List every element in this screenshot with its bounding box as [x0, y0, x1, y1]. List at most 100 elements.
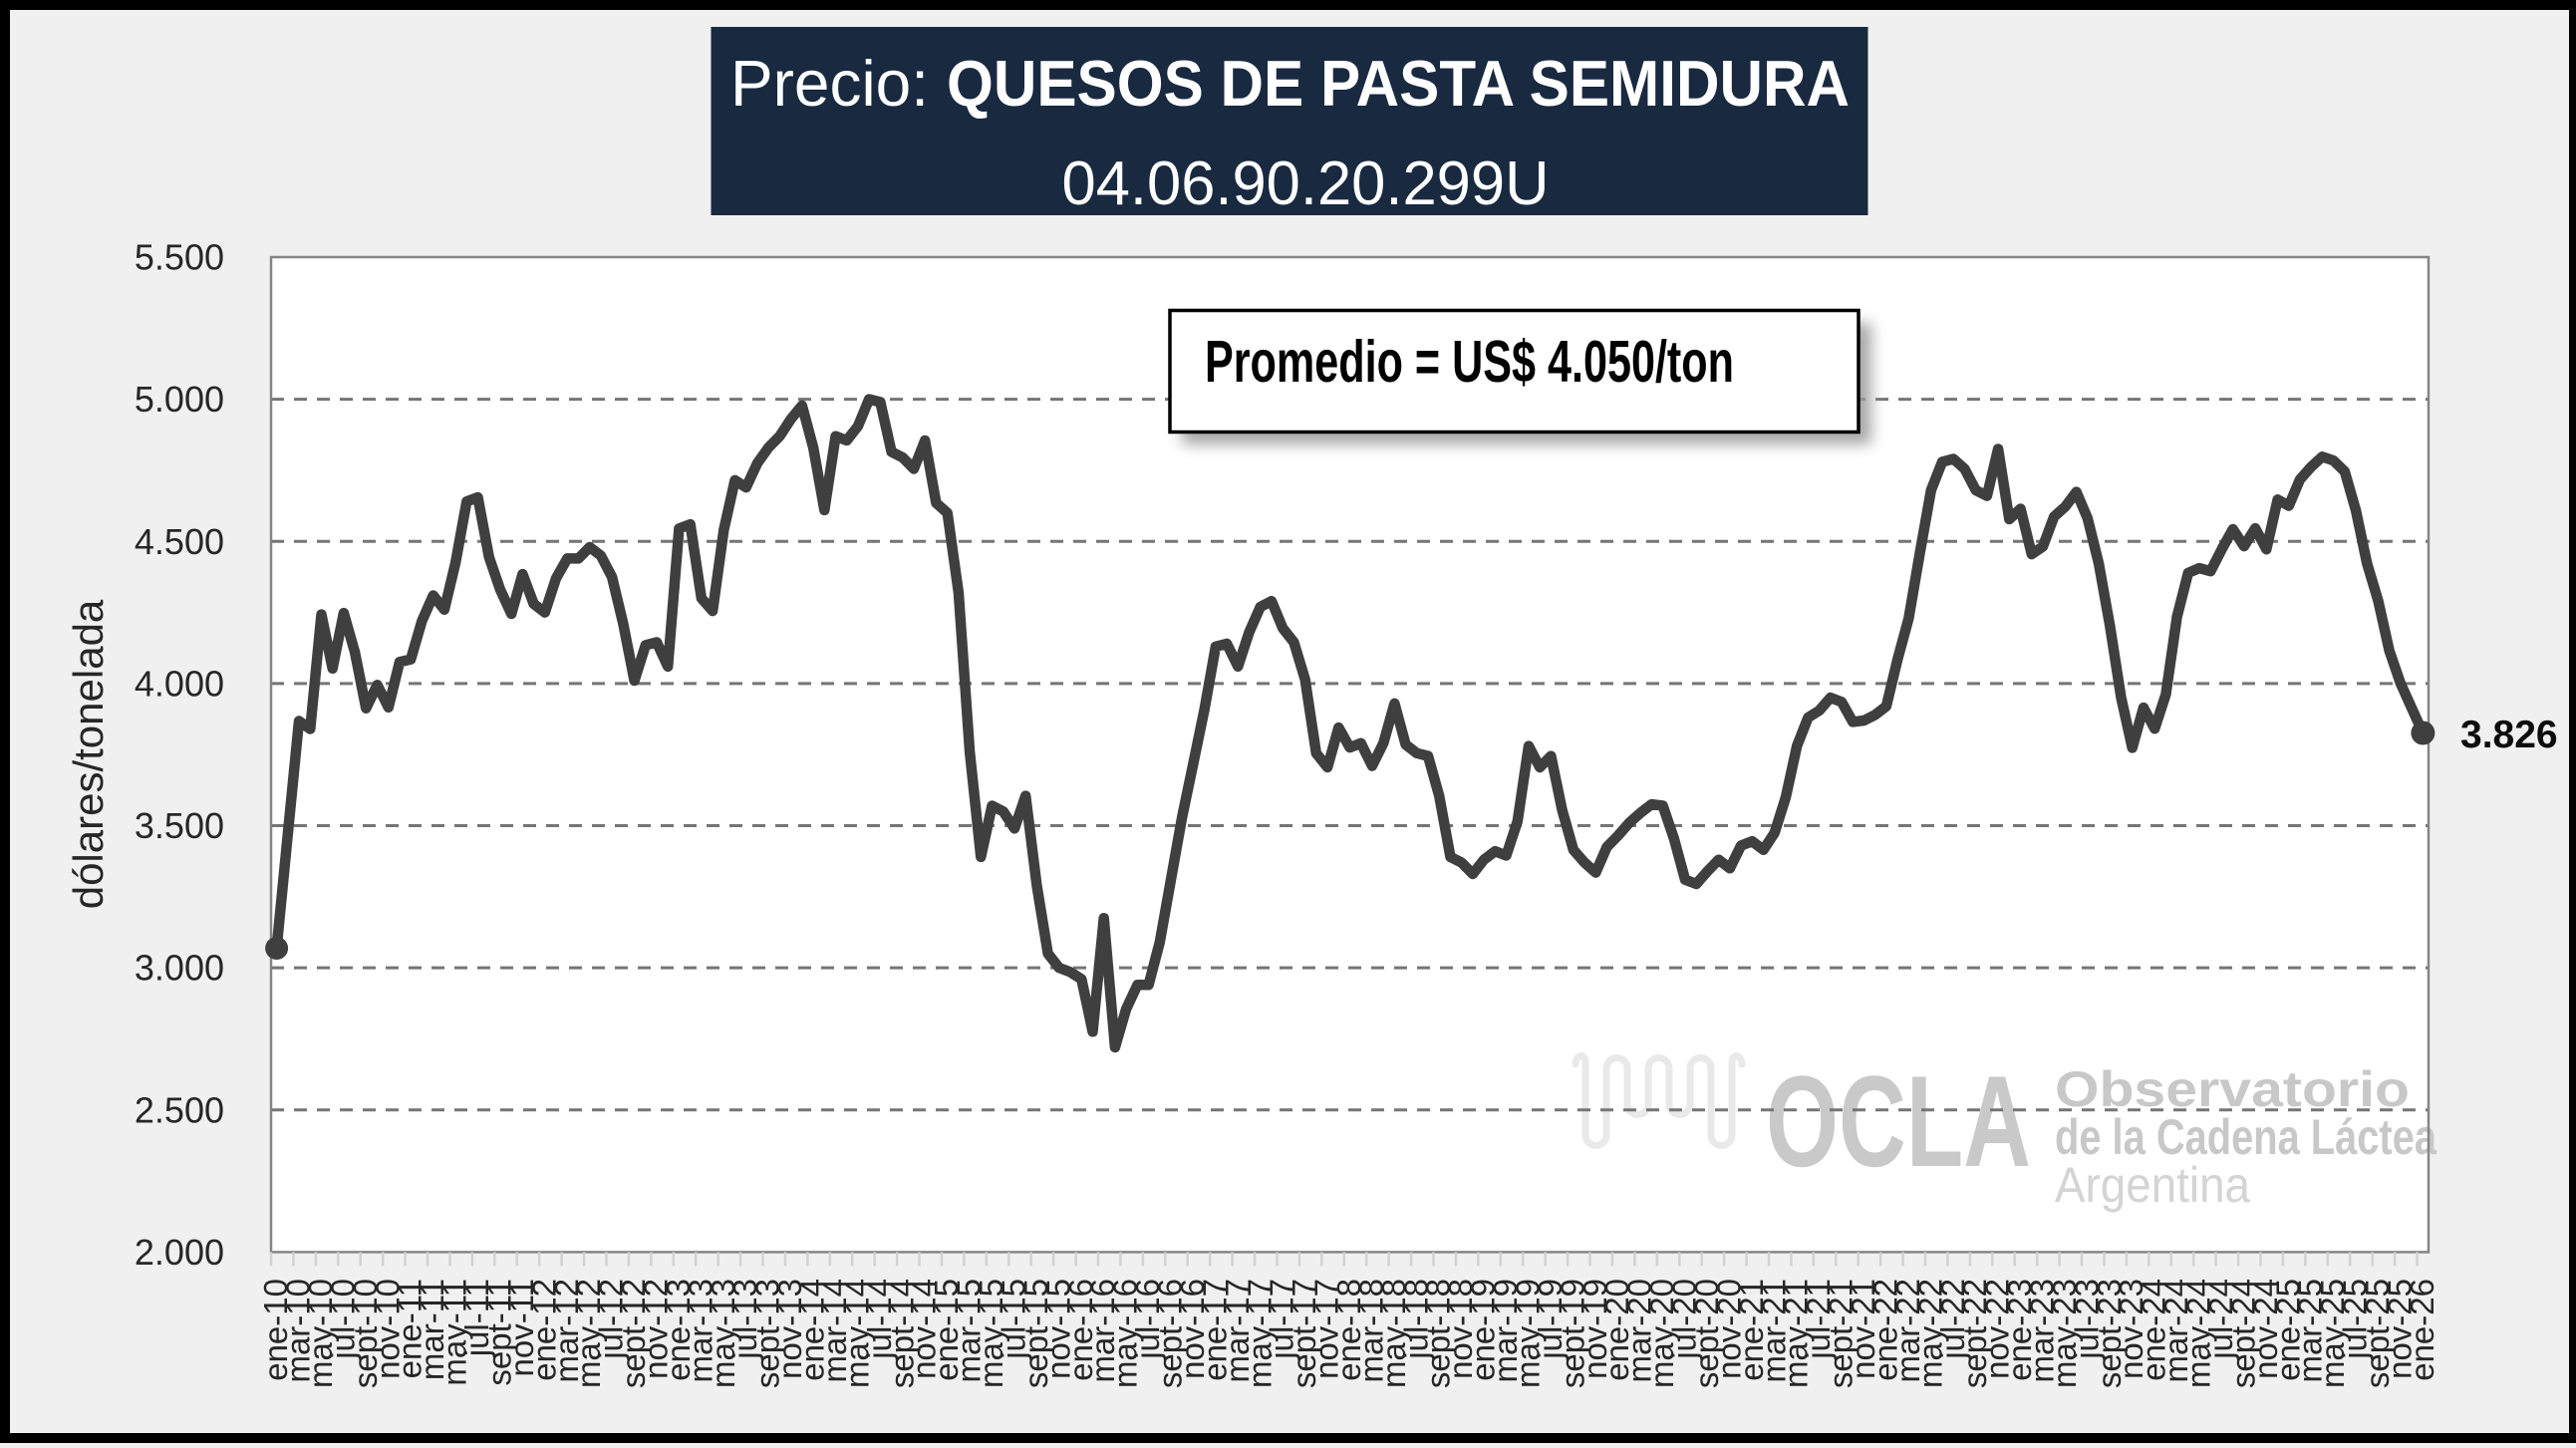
svg-text:OCLA: OCLA [1766, 1048, 2031, 1194]
svg-text:mar-25: mar-25 [2292, 1279, 2329, 1383]
svg-text:ene-14: ene-14 [794, 1279, 831, 1381]
svg-text:may-17: may-17 [1241, 1279, 1278, 1388]
svg-text:may-15: may-15 [973, 1279, 1009, 1388]
svg-text:nov-19: nov-19 [1576, 1279, 1613, 1379]
svg-text:nov-11: nov-11 [503, 1279, 540, 1376]
svg-text:mar-11: mar-11 [414, 1279, 450, 1380]
svg-text:jul-11: jul-11 [458, 1279, 495, 1357]
svg-text:may-12: may-12 [570, 1279, 607, 1388]
svg-text:ene-24: ene-24 [2136, 1279, 2172, 1381]
svg-text:mar-20: mar-20 [1621, 1279, 1658, 1383]
svg-text:jul-12: jul-12 [593, 1279, 630, 1360]
svg-text:mar-18: mar-18 [1352, 1279, 1389, 1383]
svg-text:dólares/tonelada: dólares/tonelada [65, 599, 112, 909]
svg-text:ene-23: ene-23 [2001, 1279, 2038, 1381]
svg-text:sept-18: sept-18 [1420, 1279, 1457, 1388]
svg-text:mar-23: mar-23 [2024, 1279, 2061, 1383]
svg-text:nov-21: nov-21 [1845, 1279, 1881, 1379]
svg-text:2.500: 2.500 [135, 1089, 224, 1130]
svg-text:jul-23: jul-23 [2068, 1279, 2105, 1360]
svg-text:nov-25: nov-25 [2382, 1279, 2419, 1379]
svg-text:nov-23: nov-23 [2113, 1279, 2149, 1379]
svg-text:de la Cadena Láctea: de la Cadena Láctea [2055, 1109, 2437, 1165]
svg-text:ene-19: ene-19 [1465, 1279, 1502, 1381]
svg-text:3.500: 3.500 [135, 805, 224, 846]
svg-text:mar-12: mar-12 [548, 1279, 585, 1383]
svg-text:sept-16: sept-16 [1152, 1279, 1189, 1388]
svg-text:jul-18: jul-18 [1397, 1279, 1434, 1360]
svg-text:ene-11: ene-11 [392, 1279, 429, 1378]
svg-text:jul-24: jul-24 [2202, 1279, 2239, 1360]
svg-text:ene-22: ene-22 [1866, 1279, 1903, 1381]
svg-text:jul-19: jul-19 [1532, 1279, 1569, 1360]
svg-text:sept-14: sept-14 [883, 1279, 920, 1388]
svg-text:mar-15: mar-15 [951, 1279, 988, 1383]
svg-text:sept-25: sept-25 [2359, 1279, 2396, 1388]
svg-text:mar-16: mar-16 [1084, 1279, 1121, 1383]
svg-text:nov-13: nov-13 [771, 1279, 808, 1379]
svg-text:may-13: may-13 [705, 1279, 741, 1388]
svg-text:nov-12: nov-12 [638, 1279, 675, 1379]
svg-text:4.500: 4.500 [135, 521, 224, 562]
svg-text:may-20: may-20 [1643, 1279, 1680, 1388]
svg-text:sept-24: sept-24 [2224, 1279, 2261, 1388]
svg-text:ene-10: ene-10 [257, 1279, 294, 1381]
svg-text:nov-16: nov-16 [1174, 1279, 1211, 1379]
svg-text:nov-22: nov-22 [1979, 1279, 2016, 1379]
svg-text:sept-13: sept-13 [749, 1279, 786, 1388]
svg-text:nov-18: nov-18 [1442, 1279, 1479, 1379]
svg-text:Precio:: Precio: [730, 47, 929, 120]
svg-text:mar-24: mar-24 [2157, 1279, 2194, 1383]
svg-text:QUESOS DE PASTA SEMIDURA: QUESOS DE PASTA SEMIDURA [947, 47, 1850, 120]
svg-text:may-14: may-14 [838, 1279, 875, 1388]
svg-text:ene-16: ene-16 [1062, 1279, 1099, 1381]
svg-text:mar-13: mar-13 [682, 1279, 718, 1383]
svg-text:sept-23: sept-23 [2091, 1279, 2128, 1388]
svg-text:nov-17: nov-17 [1308, 1279, 1345, 1379]
svg-text:mar-17: mar-17 [1219, 1279, 1256, 1383]
svg-text:3.000: 3.000 [135, 948, 224, 989]
svg-text:mar-10: mar-10 [280, 1279, 317, 1383]
svg-text:jul-10: jul-10 [324, 1279, 361, 1360]
svg-text:nov-20: nov-20 [1710, 1279, 1747, 1379]
svg-text:sept-10: sept-10 [347, 1279, 384, 1388]
svg-text:ene-26: ene-26 [2404, 1279, 2440, 1381]
svg-text:5.500: 5.500 [135, 237, 224, 278]
svg-text:sept-17: sept-17 [1286, 1279, 1322, 1388]
svg-text:2.000: 2.000 [135, 1232, 224, 1273]
svg-text:ene-18: ene-18 [1330, 1279, 1367, 1381]
svg-text:sept-15: sept-15 [1017, 1279, 1054, 1388]
svg-text:may-22: may-22 [1911, 1279, 1948, 1388]
svg-text:Observatorio: Observatorio [2055, 1061, 2410, 1117]
svg-text:mar-22: mar-22 [1889, 1279, 1926, 1383]
svg-text:ene-25: ene-25 [2269, 1279, 2306, 1381]
svg-text:5.000: 5.000 [135, 379, 224, 420]
svg-text:sept-22: sept-22 [1956, 1279, 1993, 1388]
svg-text:04.06.90.20.299U: 04.06.90.20.299U [1062, 149, 1550, 218]
svg-text:3.826: 3.826 [2460, 714, 2558, 756]
svg-text:ene-17: ene-17 [1196, 1279, 1233, 1381]
svg-text:Argentina: Argentina [2055, 1157, 2250, 1213]
svg-text:ene-20: ene-20 [1598, 1279, 1635, 1381]
svg-text:ene-13: ene-13 [660, 1279, 697, 1381]
svg-text:jul-15: jul-15 [996, 1279, 1032, 1360]
svg-text:may-21: may-21 [1778, 1279, 1815, 1388]
svg-text:sept-19: sept-19 [1554, 1279, 1590, 1388]
svg-text:may-23: may-23 [2046, 1279, 2083, 1388]
svg-text:jul-16: jul-16 [1129, 1279, 1166, 1360]
svg-text:jul-25: jul-25 [2337, 1279, 2374, 1360]
svg-text:jul-20: jul-20 [1666, 1279, 1703, 1360]
svg-text:nov-15: nov-15 [1039, 1279, 1076, 1379]
svg-text:mar-14: mar-14 [816, 1279, 853, 1383]
svg-text:ene-12: ene-12 [525, 1279, 562, 1381]
svg-text:jul-13: jul-13 [726, 1279, 763, 1360]
svg-text:mar-19: mar-19 [1487, 1279, 1524, 1383]
svg-text:may-11: may-11 [436, 1279, 473, 1386]
svg-text:sept-11: sept-11 [481, 1279, 518, 1386]
svg-text:ene-21: ene-21 [1733, 1279, 1770, 1381]
svg-text:may-25: may-25 [2314, 1279, 2351, 1388]
svg-text:mar-21: mar-21 [1755, 1279, 1792, 1383]
svg-text:may-18: may-18 [1375, 1279, 1412, 1388]
svg-text:jul-21: jul-21 [1800, 1279, 1837, 1360]
svg-text:Promedio = US$ 4.050/ton: Promedio = US$ 4.050/ton [1205, 329, 1734, 395]
